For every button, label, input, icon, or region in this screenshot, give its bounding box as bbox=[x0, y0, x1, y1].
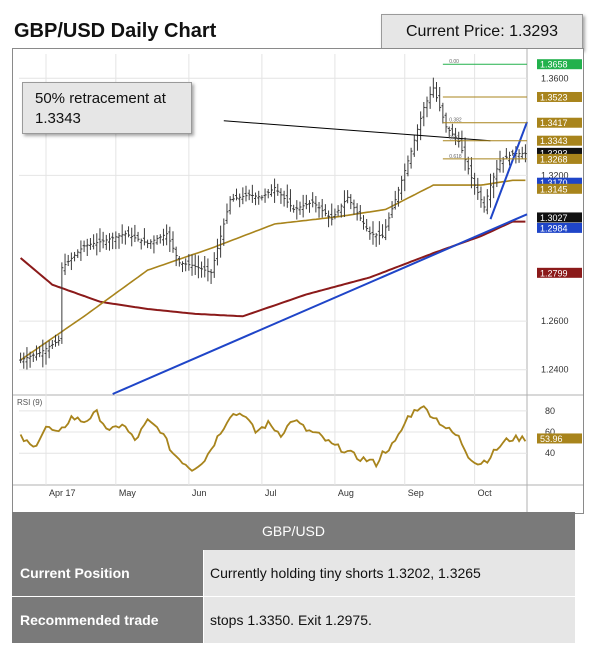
price-level-label: 1.3417 bbox=[540, 118, 568, 128]
ma-200-line bbox=[19, 220, 526, 318]
fib-ratio-label: 0.382 bbox=[449, 118, 462, 124]
row-label: Current Position bbox=[12, 550, 203, 596]
retracement-callout: 50% retracement at 1.3343 bbox=[22, 82, 192, 134]
price-level-tag bbox=[537, 59, 582, 70]
rsi-line bbox=[19, 405, 527, 472]
price-level-label: 1.2984 bbox=[540, 223, 568, 233]
price-level-tag bbox=[537, 222, 582, 233]
callout-pointer-line bbox=[223, 120, 491, 142]
current-price-box: Current Price: 1.3293 bbox=[381, 14, 583, 50]
rsi-tick-label: 60 bbox=[545, 427, 555, 437]
month-label: Apr 17 bbox=[49, 488, 76, 498]
fibonacci-lines: 0.00 0.382 0.50 0.618 bbox=[442, 59, 527, 160]
axis-labels: Apr 17 May Jun Jul Aug Sep Oct 1.3600 1.3200 1.26… bbox=[49, 73, 569, 498]
table-header: GBP/USD bbox=[12, 512, 575, 550]
month-label: Jul bbox=[265, 488, 277, 498]
table-row: Recommended trade stops 1.3350. Exit 1.2… bbox=[12, 596, 575, 643]
trendline bbox=[489, 121, 528, 220]
price-level-label: 1.3145 bbox=[540, 184, 568, 194]
price-level-tag bbox=[537, 91, 582, 102]
table-row: Current Position Currently holding tiny … bbox=[12, 550, 575, 596]
month-label: May bbox=[119, 488, 137, 498]
row-label: Recommended trade bbox=[12, 597, 203, 643]
rsi-tick-label: 40 bbox=[545, 448, 555, 458]
price-level-tag bbox=[537, 183, 582, 194]
trendline bbox=[112, 213, 528, 395]
price-level-label: 1.3170 bbox=[540, 178, 568, 188]
price-level-tag bbox=[537, 212, 582, 223]
ma-50-line bbox=[20, 179, 526, 361]
price-level-label: 1.3523 bbox=[540, 92, 568, 102]
price-tick-label: 1.3600 bbox=[541, 73, 569, 83]
month-label: Jun bbox=[192, 488, 207, 498]
chart-title: GBP/USD Daily Chart bbox=[14, 20, 217, 42]
price-level-label: 1.3658 bbox=[540, 60, 568, 70]
month-label: Sep bbox=[408, 488, 424, 498]
price-level-tag bbox=[537, 135, 582, 146]
price-bars bbox=[19, 77, 527, 370]
price-chart: 0.00 0.382 0.50 0.618 Apr 17 May Jun Jul Aug Sep… bbox=[13, 49, 583, 513]
trendlines bbox=[112, 120, 528, 395]
price-level-label: 1.2799 bbox=[540, 268, 568, 278]
price-level-label: 1.3293 bbox=[540, 148, 568, 158]
rsi-title: RSI (9) bbox=[17, 398, 43, 407]
month-label: Oct bbox=[478, 488, 493, 498]
rsi-value-label: 53.96 bbox=[540, 434, 563, 444]
moving-averages bbox=[19, 179, 526, 361]
price-level-label: 1.3343 bbox=[540, 136, 568, 146]
fib-ratio-label: 0.00 bbox=[449, 59, 459, 65]
price-level-tag bbox=[537, 177, 582, 188]
fib-ratio-label: 0.50 bbox=[449, 136, 459, 142]
price-level-tag bbox=[537, 153, 582, 164]
callout-line-2: 1.3343 bbox=[35, 110, 81, 127]
row-value: stops 1.3350. Exit 1.2975. bbox=[203, 597, 575, 643]
price-tick-label: 1.2600 bbox=[541, 316, 569, 326]
rsi-tick-label: 80 bbox=[545, 406, 555, 416]
rsi-panel: RSI (9) 80 60 40 53.96 bbox=[17, 398, 582, 472]
row-value: Currently holding tiny shorts 1.3202, 1.… bbox=[203, 550, 575, 596]
rsi-value-tag bbox=[537, 433, 582, 444]
price-tick-label: 1.2400 bbox=[541, 365, 569, 375]
callout-line-1: 50% retracement at bbox=[35, 90, 166, 107]
chart-frame: 0.00 0.382 0.50 0.618 Apr 17 May Jun Jul Aug Sep… bbox=[12, 48, 584, 514]
price-tick-label: 1.3200 bbox=[541, 170, 569, 180]
gridlines bbox=[13, 49, 583, 513]
price-level-label: 1.3268 bbox=[540, 154, 568, 164]
fib-ratio-label: 0.618 bbox=[449, 154, 462, 160]
month-label: Aug bbox=[338, 488, 354, 498]
price-level-label: 1.3027 bbox=[540, 213, 568, 223]
trade-table: GBP/USD Current Position Currently holdi… bbox=[12, 512, 575, 643]
price-level-tag bbox=[537, 147, 582, 158]
price-level-tag bbox=[537, 267, 582, 278]
price-level-tag bbox=[537, 117, 582, 128]
